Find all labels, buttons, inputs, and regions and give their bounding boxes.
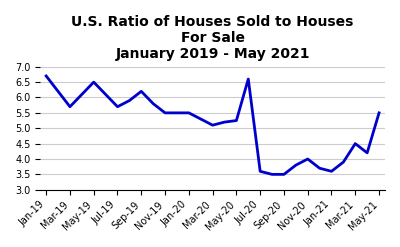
- Title: U.S. Ratio of Houses Sold to Houses
For Sale
January 2019 - May 2021: U.S. Ratio of Houses Sold to Houses For …: [72, 15, 354, 62]
